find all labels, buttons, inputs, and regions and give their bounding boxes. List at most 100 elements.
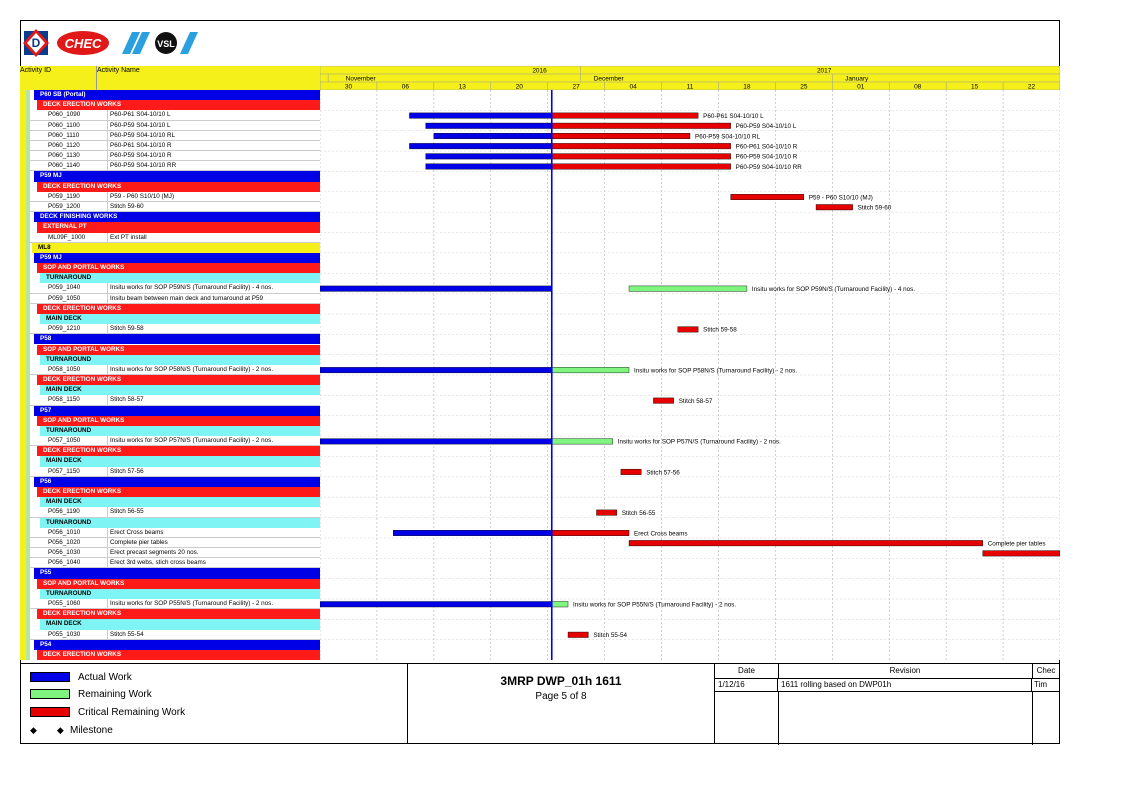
activity-row[interactable]: P056_1010 Erect Cross beams: [30, 527, 320, 538]
col-header-name-label: Activity Name: [97, 67, 140, 74]
activity-row[interactable]: P057_1050 Insitu works for SOP P57N/S (Tu…: [30, 436, 320, 447]
wbs-group-name: DECK ERECTION WORKS: [43, 304, 122, 312]
critical-work-bar: [551, 153, 731, 160]
wbs-group-row[interactable]: TURNAROUND: [40, 425, 320, 437]
timescale-year: 2016: [532, 68, 547, 75]
wbs-group-row[interactable]: SOP AND PORTAL WORKS: [37, 415, 320, 426]
wbs-group-row[interactable]: DECK ERECTION WORKS: [37, 100, 320, 111]
activity-id: P060_1130: [48, 152, 80, 160]
wbs-group-row[interactable]: TURNAROUND: [40, 588, 320, 599]
wbs-group-row[interactable]: DECK ERECTION WORKS: [37, 303, 320, 314]
critical-work-bar: [677, 326, 699, 333]
legend: Actual Work Remaining Work Critical Rema…: [20, 663, 407, 745]
activity-row[interactable]: ML09F_1000 Ext PT install: [30, 232, 320, 243]
wbs-group-row[interactable]: MAIN DECK: [40, 619, 320, 630]
wbs-group-row[interactable]: ML8: [32, 242, 320, 253]
activity-name: Insitu works for SOP P57N/S (Turnaround …: [107, 436, 273, 446]
wbs-group-row[interactable]: MAIN DECK: [40, 313, 320, 325]
wbs-group-row[interactable]: DECK ERECTION WORKS: [37, 375, 320, 386]
col-header-activity-name[interactable]: Activity Name: [97, 66, 320, 90]
svg-text:D: D: [32, 36, 41, 50]
activity-name: P60-P59 S04-10/10 RL: [107, 130, 175, 140]
activity-row[interactable]: P060_1120 P60-P61 S04-10/10 R: [30, 140, 320, 152]
activity-row[interactable]: P060_1130 P60-P59 S04-10/10 R: [30, 151, 320, 162]
activity-row[interactable]: P058_1150 Stitch 58-57: [30, 395, 320, 406]
wbs-group-row[interactable]: MAIN DECK: [40, 456, 320, 467]
legend-remaining-swatch: [30, 689, 70, 700]
wbs-group-row[interactable]: P59 MJ: [34, 171, 320, 182]
wbs-group-row[interactable]: P54: [34, 639, 320, 650]
activity-row[interactable]: P059_1210 Stitch 59-58: [30, 324, 320, 335]
activity-name: Stitch 58-57: [107, 395, 144, 405]
wbs-group-row[interactable]: EXTERNAL PT: [37, 222, 320, 233]
bar-label: P60-P61 S04-10/10 L: [703, 113, 764, 120]
rev-check-header: Chec: [1032, 664, 1060, 679]
wbs-group-row[interactable]: P55: [34, 568, 320, 579]
activity-id: P056_1020: [48, 538, 81, 546]
activity-row[interactable]: P056_1020 Complete pier tables: [30, 537, 320, 549]
activity-row[interactable]: P056_1040 Erect 3rd webs, stich cross bea…: [30, 558, 320, 569]
actual-work-bar: [392, 530, 552, 536]
milestone-icon: ◆ ◆: [30, 725, 64, 735]
wbs-group-row[interactable]: TURNAROUND: [40, 273, 320, 284]
wbs-group-row[interactable]: P59 MJ: [34, 252, 320, 264]
bar-label: P60-P59 S04-10/10 RR: [736, 164, 803, 171]
activity-row[interactable]: P059_1040 Insitu works for SOP P59N/S (Tu…: [30, 283, 320, 294]
wbs-group-row[interactable]: MAIN DECK: [40, 497, 320, 508]
activity-row[interactable]: P060_1100 P60-P59 S04-10/10 L: [30, 120, 320, 131]
activity-row[interactable]: P059_1050 Insitu beam between main deck a…: [30, 293, 320, 304]
timescale-bg: [320, 66, 1060, 90]
activity-row[interactable]: P058_1050 Insitu works for SOP P58N/S (Tu…: [30, 364, 320, 376]
activity-name: Stitch 56-55: [107, 507, 144, 517]
col-header-id-label: Activity ID: [20, 67, 52, 74]
wbs-group-row[interactable]: SOP AND PORTAL WORKS: [37, 578, 320, 589]
activity-row[interactable]: P059_1190 P59 - P60 S10/10 (MJ): [30, 191, 320, 202]
wbs-group-name: EXTERNAL PT: [43, 223, 87, 231]
actual-work-bar: [425, 122, 552, 129]
wbs-group-row[interactable]: DECK ERECTION WORKS: [37, 446, 320, 457]
critical-work-bar: [551, 530, 630, 536]
activity-row[interactable]: P056_1030 Erect precast segments 20 nos.: [30, 548, 320, 559]
remaining-work-bar: [551, 438, 613, 445]
activity-row[interactable]: P056_1190 Stitch 56-55: [30, 507, 320, 518]
timescale-week: 18: [743, 84, 751, 91]
activity-row[interactable]: P060_1140 P60-P59 S04-10/10 RR: [30, 161, 320, 172]
wbs-group-row[interactable]: SOP AND PORTAL WORKS: [37, 263, 320, 274]
wbs-group-row[interactable]: MAIN DECK: [40, 385, 320, 396]
wbs-group-name: P54: [40, 640, 52, 648]
bar-label: Insitu works for SOP P57N/S (Turnaround …: [618, 439, 781, 446]
group-level-bar: [26, 90, 30, 660]
wbs-group-row[interactable]: P58: [34, 334, 320, 345]
activity-id: P059_1050: [48, 294, 81, 302]
wbs-group-row[interactable]: DECK ERECTION WORKS: [37, 487, 320, 498]
activity-row[interactable]: P060_1090 P60-P61 S04-10/10 L: [30, 110, 320, 121]
activity-id: P060_1090: [48, 111, 81, 119]
wbs-group-row[interactable]: TURNAROUND: [40, 354, 320, 365]
activity-row[interactable]: P055_1030 Stitch 55-54: [30, 629, 320, 640]
wbs-group-row[interactable]: P60 SB (Portal): [34, 90, 320, 101]
wbs-group-row[interactable]: P56: [34, 476, 320, 487]
activity-name: P60-P59 S04-10/10 L: [107, 120, 171, 130]
wbs-group-row[interactable]: DECK FINISHING WORKS: [34, 212, 320, 223]
activity-row[interactable]: P060_1110 P60-P59 S04-10/10 RL: [30, 130, 320, 141]
page-number: Page 5 of 8: [535, 691, 587, 702]
activity-row[interactable]: P059_1200 Stitch 59-60: [30, 201, 320, 213]
activity-name: P60-P61 S04-10/10 R: [107, 140, 172, 151]
bar-label: P60-P59 S04-10/10 RL: [695, 133, 761, 140]
wbs-group-row[interactable]: TURNAROUND: [40, 517, 320, 528]
critical-work-bar: [567, 631, 589, 638]
wbs-group-row[interactable]: SOP AND PORTAL WORKS: [37, 344, 320, 355]
wbs-group-row[interactable]: DECK ERECTION WORKS: [37, 181, 320, 192]
activity-row[interactable]: P057_1150 Stitch 57-56: [30, 466, 320, 477]
col-header-activity-id[interactable]: Activity ID: [20, 66, 97, 90]
critical-work-bar: [628, 540, 983, 547]
wbs-group-name: P59 MJ: [40, 172, 62, 180]
wbs-group-row[interactable]: DECK ERECTION WORKS: [37, 649, 320, 661]
wbs-group-row[interactable]: P57: [34, 405, 320, 416]
activity-row[interactable]: P055_1060 Insitu works for SOP P55N/S (Tu…: [30, 599, 320, 610]
wbs-group-name: TURNAROUND: [46, 589, 92, 597]
activity-name: Erect precast segments 20 nos.: [107, 548, 199, 558]
activity-name: Insitu works for SOP P59N/S (Turnaround …: [107, 283, 273, 293]
wbs-group-row[interactable]: DECK ERECTION WORKS: [37, 609, 320, 620]
svg-text:CHEC: CHEC: [65, 36, 102, 51]
